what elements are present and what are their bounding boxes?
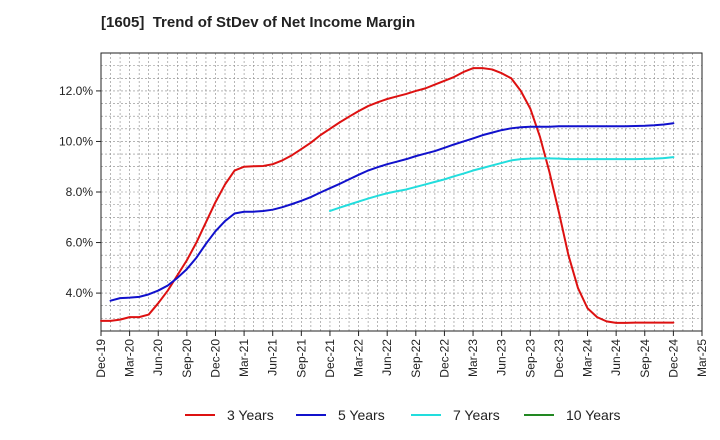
legend-label: 3 Years <box>227 407 274 423</box>
y-tick-label: 4.0% <box>66 286 94 300</box>
x-axis-ticks: Dec-19 Mar-20 Jun-20 Sep-20 Dec-20 Mar-21 Jun-… <box>94 331 709 378</box>
series-line-3-years <box>100 67 675 324</box>
x-tick-label: Sep-22 <box>409 339 423 378</box>
x-tick-label: Dec-20 <box>208 339 222 378</box>
legend-swatch <box>411 414 441 416</box>
x-tick-label: Sep-23 <box>523 339 537 378</box>
legend-item-10-years: 10 Years <box>524 404 621 426</box>
x-tick-label: Dec-23 <box>552 339 566 378</box>
series-line-7-years <box>328 156 675 212</box>
y-tick-label: 8.0% <box>66 185 94 199</box>
chart-title: [1605] Trend of StDev of Net Income Marg… <box>101 14 416 31</box>
x-tick-label: Jun-24 <box>609 339 623 376</box>
legend-item-3-years: 3 Years <box>185 404 274 426</box>
legend-swatch <box>524 414 554 416</box>
x-tick-label: Jun-22 <box>380 339 394 376</box>
y-tick-label: 10.0% <box>59 134 93 148</box>
x-tick-label: Sep-21 <box>294 339 308 378</box>
x-tick-label: Dec-21 <box>323 339 337 378</box>
grid-lines <box>101 53 702 331</box>
x-tick-label: Mar-24 <box>581 339 595 377</box>
legend: 3 Years 5 Years 7 Years 10 Years <box>0 404 720 426</box>
legend-item-5-years: 5 Years <box>296 404 385 426</box>
legend-label: 7 Years <box>453 407 500 423</box>
legend-swatch <box>296 414 326 416</box>
legend-item-7-years: 7 Years <box>411 404 500 426</box>
series-lines <box>100 67 675 324</box>
x-tick-label: Sep-20 <box>180 339 194 378</box>
x-tick-label: Mar-21 <box>237 339 251 377</box>
x-tick-label: Dec-19 <box>94 339 108 378</box>
x-tick-label: Sep-24 <box>638 339 652 378</box>
x-tick-label: Mar-23 <box>466 339 480 377</box>
y-axis-ticks: 4.0% 6.0% 8.0% 10.0% 12.0% <box>59 84 101 300</box>
y-tick-label: 6.0% <box>66 236 94 250</box>
series-line-5-years <box>109 122 675 302</box>
x-tick-label: Mar-22 <box>352 339 366 377</box>
x-tick-label: Mar-20 <box>123 339 137 377</box>
x-tick-label: Jun-20 <box>151 339 165 376</box>
x-tick-label: Jun-21 <box>266 339 280 376</box>
x-tick-label: Mar-25 <box>695 339 709 377</box>
x-tick-label: Dec-22 <box>437 339 451 378</box>
legend-label: 10 Years <box>566 407 621 423</box>
x-tick-label: Dec-24 <box>666 339 680 378</box>
legend-swatch <box>185 414 215 416</box>
x-tick-label: Jun-23 <box>495 339 509 376</box>
y-tick-label: 12.0% <box>59 84 93 98</box>
legend-label: 5 Years <box>338 407 385 423</box>
